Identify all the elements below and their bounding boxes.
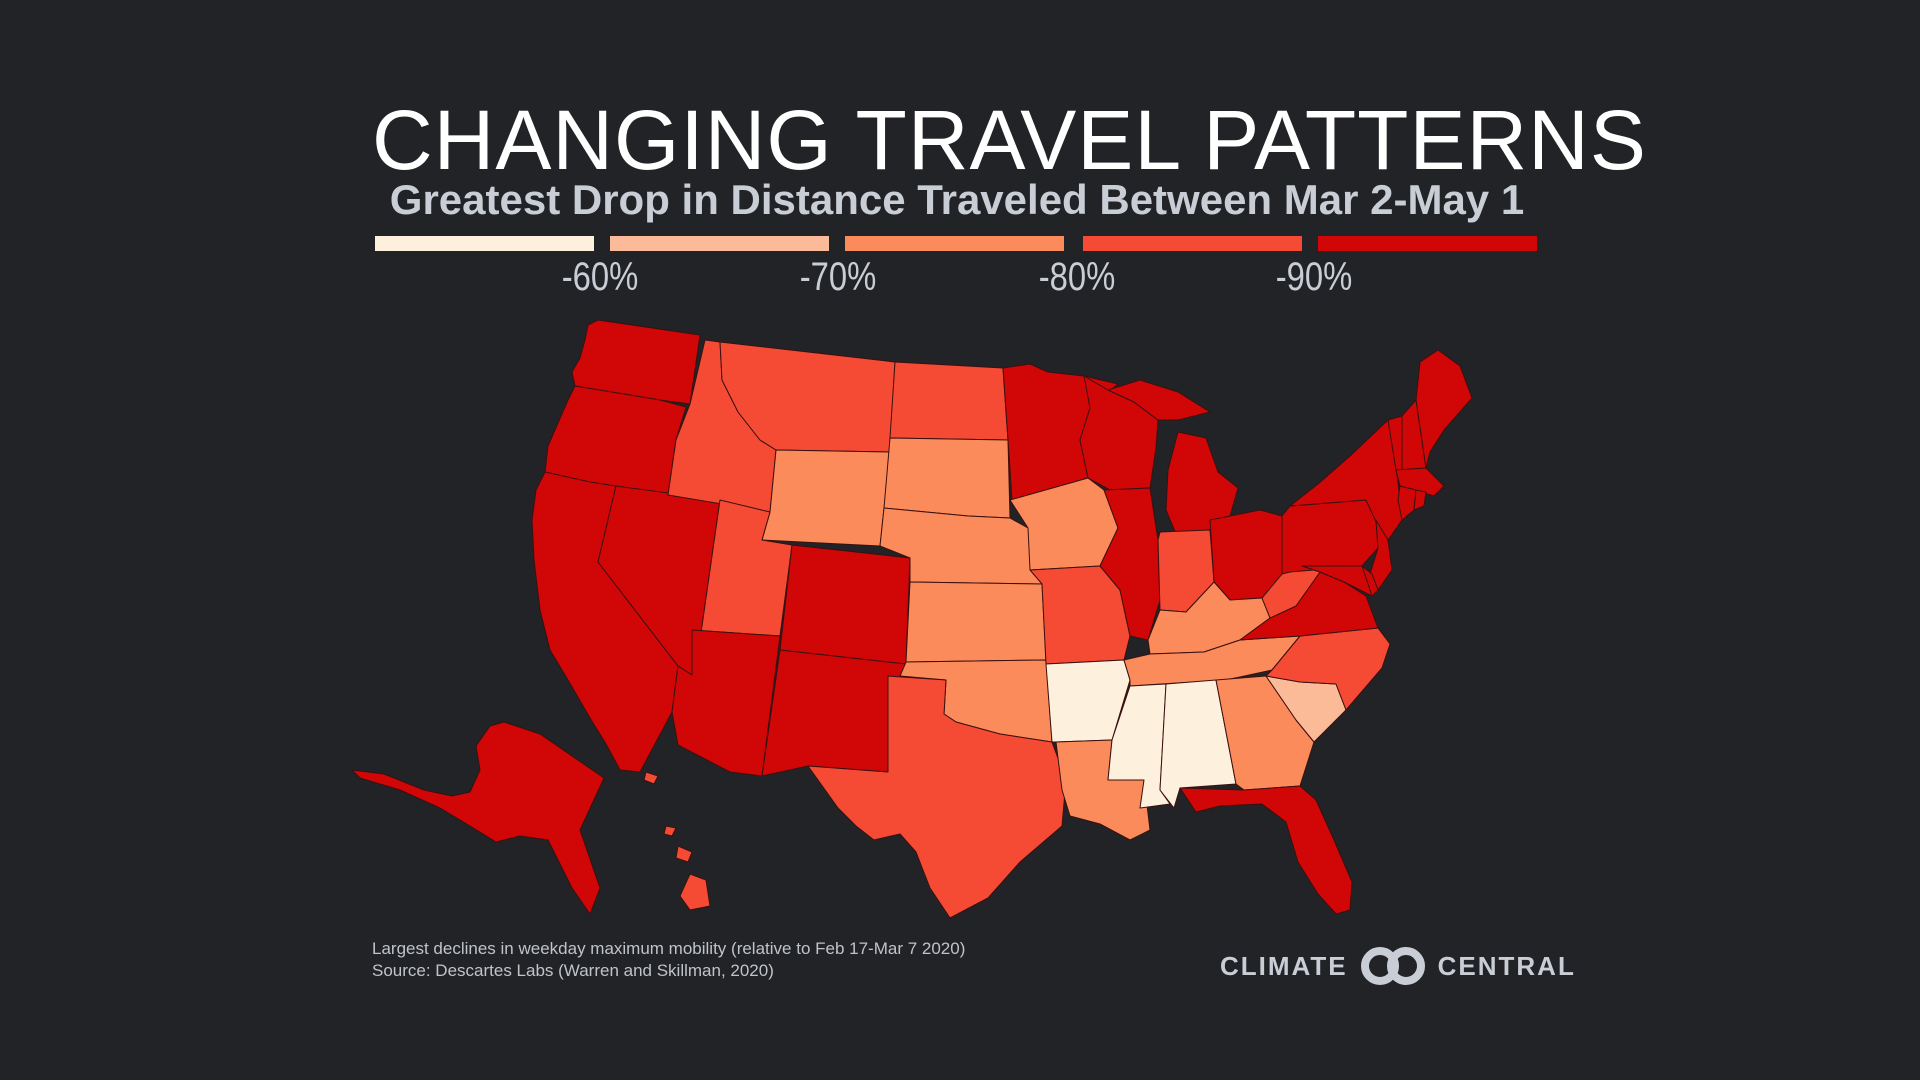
- state-maine: [1415, 349, 1473, 469]
- state-massachusetts: [1395, 467, 1445, 497]
- state-texas: [807, 675, 1067, 919]
- state-hawaii-kauai: [643, 771, 659, 785]
- state-new-york: [1289, 419, 1403, 541]
- state-south-dakota: [883, 437, 1011, 519]
- logo-text-left: CLIMATE: [1220, 950, 1348, 981]
- legend-label-60: -60%: [561, 255, 639, 299]
- climate-central-logo: CLIMATE CENTRAL: [1220, 946, 1576, 986]
- state-florida: [1179, 785, 1353, 915]
- state-kansas: [905, 581, 1047, 663]
- state-delaware: [1361, 565, 1379, 597]
- state-new-mexico: [761, 649, 907, 777]
- legend-swatch-4: [1318, 236, 1537, 251]
- legend-label-90: -90%: [1275, 255, 1353, 299]
- legend-swatch-3: [1083, 236, 1302, 251]
- state-alaska: [351, 721, 605, 915]
- legend-swatch-1: [610, 236, 829, 251]
- state-hawaii-oahu: [663, 825, 677, 837]
- map-title: CHANGING TRAVEL PATTERNS: [372, 93, 1647, 187]
- map-subtitle: Greatest Drop in Distance Traveled Betwe…: [389, 176, 1525, 223]
- state-hawaii-maui: [675, 845, 693, 863]
- state-arizona: [671, 629, 781, 777]
- logo-text-right: CENTRAL: [1437, 950, 1576, 981]
- state-colorado: [779, 544, 911, 665]
- footnote-source: Source: Descartes Labs (Warren and Skill…: [372, 961, 774, 980]
- state-rhode-island: [1413, 489, 1427, 511]
- state-pennsylvania: [1281, 499, 1379, 575]
- logo-rings-icon: [1360, 947, 1425, 985]
- state-wyoming: [761, 449, 891, 547]
- state-hawaii-big: [679, 873, 711, 911]
- footnote-line-1: Largest declines in weekday maximum mobi…: [372, 939, 966, 958]
- state-mississippi: [1107, 683, 1171, 809]
- legend-label-80: -80%: [1038, 255, 1116, 299]
- state-north-carolina: [1265, 627, 1391, 711]
- legend-label-70: -70%: [799, 255, 877, 299]
- state-connecticut: [1397, 485, 1417, 521]
- footnote: Largest declines in weekday maximum mobi…: [372, 938, 965, 982]
- legend-swatch-0: [375, 236, 594, 251]
- state-north-dakota: [889, 361, 1009, 441]
- state-michigan-upper: [1107, 379, 1211, 421]
- state-illinois: [1099, 487, 1161, 641]
- legend-swatch-2: [845, 236, 1064, 251]
